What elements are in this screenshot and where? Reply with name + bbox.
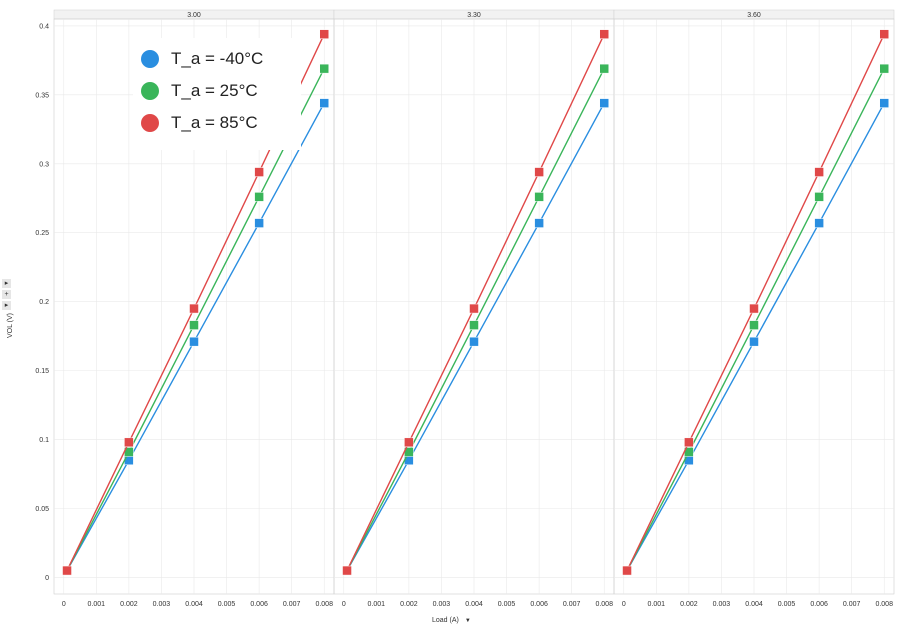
axis-expand-icon[interactable]: ▸ (2, 279, 11, 288)
data-point (749, 336, 759, 347)
x-tick-label: 0.004 (465, 601, 483, 608)
x-tick-label: 0 (62, 601, 66, 608)
data-point (469, 320, 479, 330)
y-tick-label: 0.3 (39, 161, 49, 168)
x-tick-label: 0.001 (88, 601, 106, 608)
x-tick-label: 0.001 (368, 601, 386, 608)
data-point (189, 303, 199, 314)
y-tick-label: 0.15 (35, 368, 49, 375)
x-tick-label: 0.006 (810, 601, 828, 608)
x-tick-label: 0.002 (680, 601, 698, 608)
y-tick-label: 0.1 (39, 437, 49, 444)
data-point (749, 320, 759, 330)
y-tick-label: 0.2 (39, 299, 49, 306)
data-point (879, 29, 889, 39)
series-line (66, 102, 325, 571)
data-point (534, 192, 544, 202)
x-tick-label: 0.003 (153, 601, 171, 608)
data-point (319, 98, 329, 108)
y-tick-label: 0.25 (35, 230, 49, 237)
series-line (346, 102, 605, 571)
axis-add-icon[interactable]: + (2, 290, 11, 299)
data-point (404, 437, 414, 448)
data-point (254, 218, 264, 228)
data-point (189, 336, 199, 347)
x-tick-label: 0.001 (648, 601, 666, 608)
legend-item-minus40[interactable]: T_a = -40°C (141, 44, 263, 74)
data-point (189, 320, 199, 330)
legend-marker-25 (141, 82, 159, 100)
data-point (879, 63, 889, 74)
y-tick-label: 0 (45, 575, 49, 582)
legend-label-25: T_a = 25°C (171, 81, 258, 100)
x-tick-label: 0.008 (315, 601, 333, 608)
data-point (254, 192, 264, 202)
legend-item-85[interactable]: T_a = 85°C (141, 108, 258, 138)
legend-marker-85 (141, 114, 159, 132)
axis-collapse-icon[interactable]: ▸ (2, 301, 11, 310)
y-tick-label: 0.35 (35, 92, 49, 99)
x-tick-label: 0.004 (745, 601, 763, 608)
x-tick-label: 0.003 (713, 601, 731, 608)
x-tick-label: 0.006 (530, 601, 548, 608)
panel-2: 3.60 0 0.001 0.002 0.003 0.004 0.005 0.006 0.007… (613, 9, 895, 608)
x-axis-selector[interactable]: Load (A) ▼ (432, 617, 471, 624)
data-point (254, 167, 264, 177)
x-tick-label: 0.007 (563, 601, 581, 608)
data-point (599, 63, 609, 74)
data-point (62, 565, 72, 576)
series-line (346, 68, 605, 571)
x-tick-label: 0.005 (498, 601, 516, 608)
x-tick-label: 0.005 (218, 601, 236, 608)
data-point (599, 29, 609, 39)
data-point (124, 437, 134, 448)
legend-label-minus40: T_a = -40°C (171, 49, 264, 68)
data-point (469, 303, 479, 314)
x-tick-label: 0 (342, 601, 346, 608)
x-tick-label: 0.007 (843, 601, 861, 608)
data-point (879, 98, 889, 108)
data-point (319, 29, 329, 39)
y-tick-label: 0.05 (35, 506, 49, 513)
x-tick-label: 0 (622, 601, 626, 608)
y-axis-label[interactable]: VOL (V) (7, 312, 15, 339)
panel-header-label: 3.60 (747, 12, 761, 19)
series-line (626, 102, 885, 571)
data-point (749, 303, 759, 314)
panel-1: 3.30 0 0.001 0.002 0.003 0.004 0.005 0.006 0.007… (333, 9, 615, 608)
x-tick-label: 0.003 (433, 601, 451, 608)
x-tick-label: 0.004 (185, 601, 203, 608)
x-axis-label: Load (A) (432, 617, 459, 624)
x-axis-dropdown-icon: ▼ (464, 617, 471, 624)
data-point (534, 218, 544, 228)
panel-header-label: 3.00 (187, 12, 201, 19)
series-line (626, 33, 885, 571)
x-tick-label: 0.008 (875, 601, 893, 608)
data-point (622, 565, 632, 576)
data-point (814, 192, 824, 202)
series-line (346, 33, 605, 571)
data-point (342, 565, 352, 576)
panel-header-label: 3.30 (467, 12, 481, 19)
legend-item-25[interactable]: T_a = 25°C (141, 76, 258, 106)
y-tick-label: 0.4 (39, 23, 49, 30)
legend: T_a = -40°C T_a = 25°C T_a = 85°C (133, 38, 301, 150)
x-tick-label: 0.006 (250, 601, 268, 608)
x-tick-label: 0.008 (595, 601, 613, 608)
x-tick-label: 0.002 (400, 601, 418, 608)
data-point (319, 63, 329, 74)
series-line (626, 68, 885, 571)
data-point (534, 167, 544, 177)
x-tick-label: 0.005 (778, 601, 796, 608)
data-point (684, 437, 694, 448)
data-point (469, 336, 479, 347)
legend-label-85: T_a = 85°C (171, 113, 258, 132)
data-point (814, 218, 824, 228)
x-tick-label: 0.007 (283, 601, 301, 608)
data-point (814, 167, 824, 177)
data-point (599, 98, 609, 108)
x-tick-label: 0.002 (120, 601, 138, 608)
legend-marker-minus40 (141, 50, 159, 68)
